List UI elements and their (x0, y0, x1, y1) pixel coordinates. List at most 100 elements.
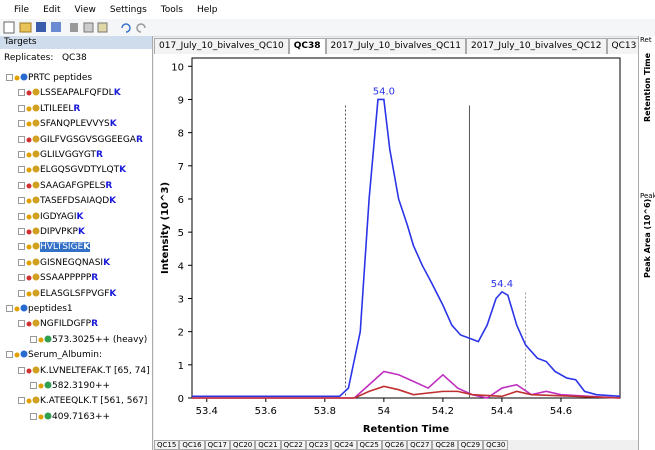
bottom-tab[interactable]: QC26 (381, 440, 408, 450)
bottom-tab[interactable]: QC20 (229, 440, 256, 450)
node-text: LTILEEL (40, 103, 74, 114)
bottom-tab[interactable]: QC15 (154, 440, 180, 450)
bottom-tab[interactable]: QC17 (204, 440, 230, 450)
tree-node[interactable]: ELGQSGVDTYLQTK (18, 164, 126, 177)
node-icon (18, 88, 40, 97)
node-text: SFANQPLEVVYS (40, 119, 110, 130)
node-terminus: R (95, 150, 103, 160)
node-text: K.ATEEQLK.T [561, 567] (40, 396, 148, 407)
bottom-tab[interactable]: QC28 (432, 440, 458, 450)
targets-panel: Targets Replicates: QC38 PRTC peptides LS… (0, 36, 153, 450)
node-label: IGDYAGIK (40, 212, 83, 222)
tree-node[interactable]: K.LVNELTEFAK.T [65, 74] (18, 365, 150, 378)
tree-node[interactable]: K.ATEEQLK.T [561, 567] (18, 395, 147, 408)
tree-node[interactable]: Serum_Albumin: (6, 349, 102, 362)
tree-node[interactable]: 582.3190++ (30, 380, 110, 393)
tree-node[interactable]: SFANQPLEVVYSK (18, 118, 117, 131)
node-text: DIPVPKP (40, 227, 78, 237)
node-icon (18, 196, 40, 205)
node-text: GILFVGSGVSGGEEGA (40, 134, 136, 145)
menu-item[interactable]: View (74, 4, 96, 15)
tree-node[interactable]: SAAGAFGPELSR (18, 180, 112, 193)
replicate-dropdown[interactable]: QC38 (61, 53, 87, 63)
node-label: peptides1 (28, 304, 73, 314)
y-tick-label: 0 (178, 394, 184, 405)
tree-node[interactable]: DIPVPKPK (18, 226, 85, 239)
node-label: PRTC peptides (28, 73, 92, 83)
node-icon (18, 181, 40, 189)
chromatogram-trace (192, 98, 621, 398)
menu-item[interactable]: Help (196, 4, 218, 15)
tab[interactable]: 2017_July_10_bivalves_QC12 (466, 38, 607, 54)
node-icon (18, 227, 40, 235)
bottom-tab[interactable]: QC25 (356, 440, 382, 450)
bottom-tab[interactable]: QC22 (280, 440, 306, 450)
node-label: ELGQSGVDTYLQTK (40, 165, 126, 175)
tree-node[interactable]: LSSEAPALFQFDLK (18, 87, 121, 100)
bottom-tab[interactable]: QC27 (407, 440, 433, 450)
tree-node[interactable]: peptides1 (6, 303, 73, 316)
node-icon (18, 150, 40, 158)
node-icon (6, 73, 28, 81)
tree-node[interactable]: NGFILDGFPR (18, 318, 98, 331)
node-label: DIPVPKPK (40, 227, 85, 237)
tree-node[interactable]: GILFVGSGVSGGEEGAR (18, 134, 143, 147)
tree-node[interactable]: SSAAPPPPPR (18, 272, 98, 285)
bottom-tab[interactable]: QC29 (457, 440, 484, 450)
tree-node[interactable]: 573.3025++ (heavy) (30, 334, 147, 347)
replicates-row: Replicates: QC38 (4, 52, 148, 64)
menu-item[interactable]: File (14, 4, 30, 15)
node-terminus: K (103, 257, 111, 268)
tree-node[interactable]: ELASGLSFPVGFK (18, 288, 116, 301)
node-label: LSSEAPALFQFDLK (40, 88, 121, 98)
tree-node[interactable]: IGDYAGIK (18, 211, 83, 224)
node-text: 582.3190++ (52, 381, 111, 391)
tab[interactable]: QC38 (288, 38, 326, 54)
chromatogram-trace (192, 385, 621, 399)
node-text: Serum_Albumin: (28, 350, 102, 361)
toolbar (0, 19, 655, 37)
x-tick-label: 54.2 (432, 406, 454, 417)
tree-node[interactable]: HVLTSIGEK (18, 241, 91, 254)
node-label: K.LVNELTEFAK.T [65, 74] (40, 366, 150, 376)
menu-item[interactable]: Edit (43, 4, 61, 15)
tree-node[interactable]: TASEFDSAIAQDK (18, 195, 116, 208)
node-label: SFANQPLEVVYSK (40, 119, 117, 129)
menu-bar: File Edit View Settings Tools Help (0, 0, 655, 19)
node-label: GILFVGSGVSGGEEGAR (40, 135, 143, 145)
chromatogram: 0 1 2 3 4 5 6 7 8 9 10 53.4 53.6 53.8 54 54.2 54.4 54.6 Re… (154, 54, 638, 440)
side-tab[interactable]: Peak (640, 192, 655, 200)
bottom-tabs: QC15 QC16 QC17 QC20 QC21 QC22 QC23 QC24 QC25 QC26… (154, 440, 638, 450)
bottom-tab[interactable]: QC16 (179, 440, 205, 450)
node-terminus: R (105, 180, 113, 191)
node-icon (18, 104, 40, 112)
bottom-tab[interactable]: QC30 (483, 440, 509, 450)
node-terminus: K (113, 88, 121, 99)
tab[interactable]: 2017_July_10_bivalves_QC11 (325, 38, 467, 54)
bottom-tab[interactable]: QC24 (331, 440, 357, 450)
node-icon (18, 258, 40, 266)
node-icon (18, 135, 40, 143)
side-panels: Ret Retention Time Peak Peak Area (10^6) (638, 36, 655, 450)
tab[interactable]: QC13 (606, 38, 638, 54)
bottom-tab[interactable]: QC21 (255, 440, 281, 450)
y-axis-title: Intensity (10^3) (160, 182, 171, 274)
tree-node[interactable]: PRTC peptides (6, 72, 92, 85)
node-text: SAAGAFGPELS (40, 180, 106, 191)
tab[interactable]: 017_July_10_bivalves_QC10 (154, 38, 289, 54)
y-tick-label: 10 (171, 62, 184, 73)
tab-strip: 017_July_10_bivalves_QC10 QC38 2017_July_1… (154, 38, 638, 54)
tree-node[interactable]: 409.7163++ (30, 411, 110, 424)
menu-item[interactable]: Settings (109, 4, 147, 15)
menu-item[interactable]: Tools (160, 4, 183, 15)
peak-label: 54.4 (491, 279, 513, 290)
node-icon (18, 319, 40, 328)
tree-node[interactable]: GLILVGGYGTR (18, 149, 103, 162)
bottom-tab[interactable]: QC23 (305, 440, 332, 450)
side-tab[interactable]: Ret (640, 36, 652, 44)
node-terminus: R (73, 103, 81, 114)
tree-node[interactable]: LTILEELR (18, 103, 80, 116)
node-icon (18, 289, 40, 297)
tree-node[interactable]: GISNEGQNASIK (18, 257, 110, 270)
